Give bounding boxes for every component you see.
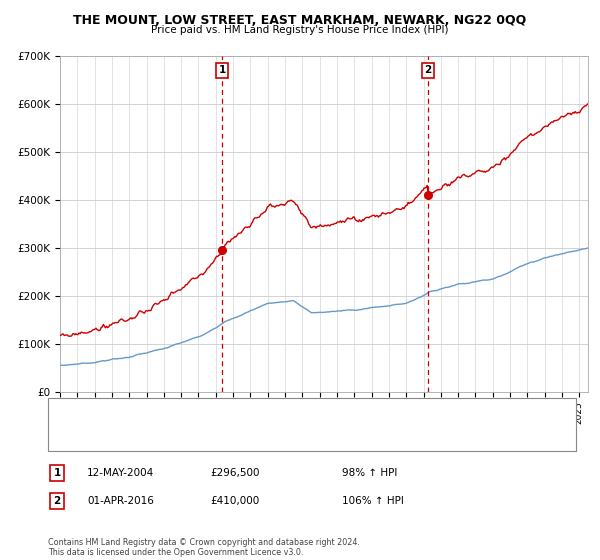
- Text: HPI: Average price, detached house, Bassetlaw: HPI: Average price, detached house, Bass…: [81, 431, 294, 440]
- Text: —: —: [60, 405, 74, 419]
- Text: 98% ↑ HPI: 98% ↑ HPI: [342, 468, 397, 478]
- Text: THE MOUNT, LOW STREET, EAST MARKHAM, NEWARK, NG22 0QQ (detached house): THE MOUNT, LOW STREET, EAST MARKHAM, NEW…: [81, 408, 457, 417]
- Text: 2: 2: [424, 66, 431, 76]
- Text: 01-APR-2016: 01-APR-2016: [87, 496, 154, 506]
- Text: Price paid vs. HM Land Registry's House Price Index (HPI): Price paid vs. HM Land Registry's House …: [151, 25, 449, 35]
- Text: 1: 1: [218, 66, 226, 76]
- Text: £410,000: £410,000: [210, 496, 259, 506]
- Text: 1: 1: [53, 468, 61, 478]
- Text: —: —: [60, 429, 74, 443]
- Text: 106% ↑ HPI: 106% ↑ HPI: [342, 496, 404, 506]
- Text: £296,500: £296,500: [210, 468, 260, 478]
- Text: Contains HM Land Registry data © Crown copyright and database right 2024.
This d: Contains HM Land Registry data © Crown c…: [48, 538, 360, 557]
- Text: THE MOUNT, LOW STREET, EAST MARKHAM, NEWARK, NG22 0QQ: THE MOUNT, LOW STREET, EAST MARKHAM, NEW…: [73, 14, 527, 27]
- Text: 2: 2: [53, 496, 61, 506]
- Text: 12-MAY-2004: 12-MAY-2004: [87, 468, 154, 478]
